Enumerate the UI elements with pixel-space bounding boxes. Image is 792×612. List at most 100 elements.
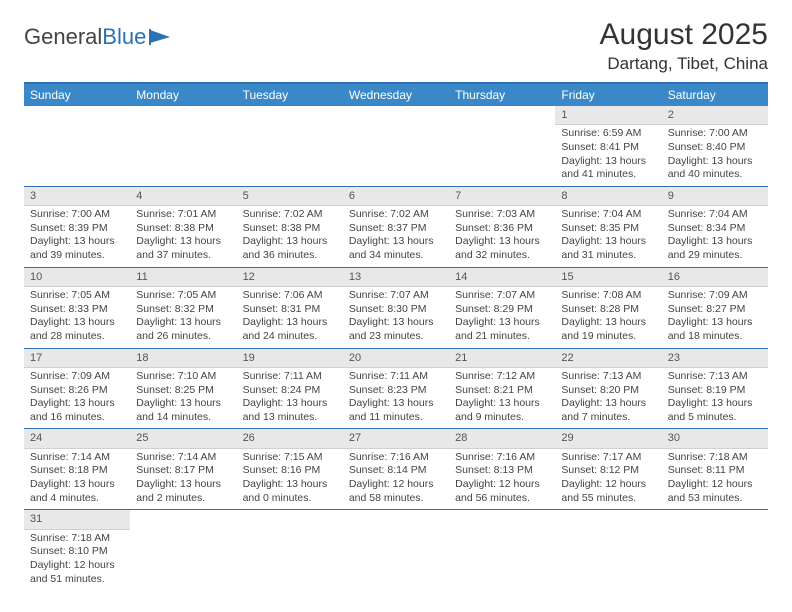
day-body: Sunrise: 7:00 AMSunset: 8:39 PMDaylight:… [24, 206, 130, 267]
day-cell: 19Sunrise: 7:11 AMSunset: 8:24 PMDayligh… [237, 349, 343, 429]
day-line-dl1: Daylight: 12 hours [561, 478, 655, 492]
day-line-ss: Sunset: 8:14 PM [349, 464, 443, 478]
day-cell-empty [662, 510, 768, 590]
day-line-dl1: Daylight: 13 hours [668, 397, 762, 411]
day-line-dl1: Daylight: 13 hours [561, 316, 655, 330]
day-number: 2 [662, 106, 768, 125]
day-cell-empty [130, 106, 236, 186]
day-line-dl2: and 2 minutes. [136, 492, 230, 506]
week-row: 24Sunrise: 7:14 AMSunset: 8:18 PMDayligh… [24, 429, 768, 510]
day-cell: 2Sunrise: 7:00 AMSunset: 8:40 PMDaylight… [662, 106, 768, 186]
day-cell: 12Sunrise: 7:06 AMSunset: 8:31 PMDayligh… [237, 268, 343, 348]
weekday-header: Thursday [449, 84, 555, 106]
day-line-sr: Sunrise: 7:14 AM [30, 451, 124, 465]
day-line-dl1: Daylight: 13 hours [349, 316, 443, 330]
day-cell: 20Sunrise: 7:11 AMSunset: 8:23 PMDayligh… [343, 349, 449, 429]
day-number: 28 [449, 429, 555, 448]
day-line-dl1: Daylight: 13 hours [243, 397, 337, 411]
day-number: 30 [662, 429, 768, 448]
day-line-ss: Sunset: 8:40 PM [668, 141, 762, 155]
week-row: 3Sunrise: 7:00 AMSunset: 8:39 PMDaylight… [24, 187, 768, 268]
day-number: 15 [555, 268, 661, 287]
day-cell: 10Sunrise: 7:05 AMSunset: 8:33 PMDayligh… [24, 268, 130, 348]
week-row: 1Sunrise: 6:59 AMSunset: 8:41 PMDaylight… [24, 106, 768, 187]
day-cell-empty [555, 510, 661, 590]
day-cell: 14Sunrise: 7:07 AMSunset: 8:29 PMDayligh… [449, 268, 555, 348]
day-line-ss: Sunset: 8:28 PM [561, 303, 655, 317]
day-line-dl1: Daylight: 13 hours [136, 316, 230, 330]
day-body: Sunrise: 7:11 AMSunset: 8:24 PMDaylight:… [237, 368, 343, 429]
day-line-ss: Sunset: 8:17 PM [136, 464, 230, 478]
day-line-sr: Sunrise: 7:18 AM [668, 451, 762, 465]
day-line-dl2: and 4 minutes. [30, 492, 124, 506]
day-cell: 1Sunrise: 6:59 AMSunset: 8:41 PMDaylight… [555, 106, 661, 186]
day-body: Sunrise: 7:04 AMSunset: 8:35 PMDaylight:… [555, 206, 661, 267]
day-line-sr: Sunrise: 7:15 AM [243, 451, 337, 465]
day-body: Sunrise: 7:08 AMSunset: 8:28 PMDaylight:… [555, 287, 661, 348]
day-line-ss: Sunset: 8:31 PM [243, 303, 337, 317]
day-line-sr: Sunrise: 7:16 AM [455, 451, 549, 465]
day-number: 19 [237, 349, 343, 368]
day-line-dl1: Daylight: 13 hours [561, 155, 655, 169]
day-number: 20 [343, 349, 449, 368]
day-line-sr: Sunrise: 7:00 AM [668, 127, 762, 141]
day-line-dl2: and 13 minutes. [243, 411, 337, 425]
day-cell: 21Sunrise: 7:12 AMSunset: 8:21 PMDayligh… [449, 349, 555, 429]
day-line-dl1: Daylight: 13 hours [243, 235, 337, 249]
day-line-dl2: and 41 minutes. [561, 168, 655, 182]
day-line-dl1: Daylight: 13 hours [455, 235, 549, 249]
weekday-header: Tuesday [237, 84, 343, 106]
day-line-dl2: and 51 minutes. [30, 573, 124, 587]
day-number: 13 [343, 268, 449, 287]
day-line-dl2: and 56 minutes. [455, 492, 549, 506]
day-number: 21 [449, 349, 555, 368]
day-body: Sunrise: 7:09 AMSunset: 8:26 PMDaylight:… [24, 368, 130, 429]
day-line-sr: Sunrise: 7:13 AM [668, 370, 762, 384]
calendar: SundayMondayTuesdayWednesdayThursdayFrid… [24, 82, 768, 590]
day-cell-empty [449, 106, 555, 186]
day-line-ss: Sunset: 8:27 PM [668, 303, 762, 317]
day-cell: 9Sunrise: 7:04 AMSunset: 8:34 PMDaylight… [662, 187, 768, 267]
day-line-dl2: and 24 minutes. [243, 330, 337, 344]
day-number: 31 [24, 510, 130, 529]
day-cell-empty [237, 510, 343, 590]
day-line-ss: Sunset: 8:30 PM [349, 303, 443, 317]
day-cell: 22Sunrise: 7:13 AMSunset: 8:20 PMDayligh… [555, 349, 661, 429]
day-line-dl2: and 0 minutes. [243, 492, 337, 506]
day-line-dl2: and 34 minutes. [349, 249, 443, 263]
day-number: 6 [343, 187, 449, 206]
day-line-sr: Sunrise: 7:09 AM [30, 370, 124, 384]
day-number: 29 [555, 429, 661, 448]
day-line-dl1: Daylight: 13 hours [561, 397, 655, 411]
day-body: Sunrise: 7:03 AMSunset: 8:36 PMDaylight:… [449, 206, 555, 267]
day-line-ss: Sunset: 8:16 PM [243, 464, 337, 478]
page-header: GeneralBlue August 2025 Dartang, Tibet, … [24, 18, 768, 74]
day-line-dl1: Daylight: 13 hours [30, 478, 124, 492]
day-line-dl2: and 39 minutes. [30, 249, 124, 263]
week-row: 10Sunrise: 7:05 AMSunset: 8:33 PMDayligh… [24, 268, 768, 349]
day-number: 5 [237, 187, 343, 206]
day-line-dl1: Daylight: 13 hours [30, 397, 124, 411]
day-line-ss: Sunset: 8:11 PM [668, 464, 762, 478]
day-body: Sunrise: 7:11 AMSunset: 8:23 PMDaylight:… [343, 368, 449, 429]
day-number: 14 [449, 268, 555, 287]
day-line-dl1: Daylight: 13 hours [136, 478, 230, 492]
day-line-dl1: Daylight: 12 hours [668, 478, 762, 492]
day-line-ss: Sunset: 8:35 PM [561, 222, 655, 236]
day-line-sr: Sunrise: 7:09 AM [668, 289, 762, 303]
day-body: Sunrise: 7:13 AMSunset: 8:20 PMDaylight:… [555, 368, 661, 429]
day-line-sr: Sunrise: 7:01 AM [136, 208, 230, 222]
day-cell: 13Sunrise: 7:07 AMSunset: 8:30 PMDayligh… [343, 268, 449, 348]
day-body: Sunrise: 7:18 AMSunset: 8:10 PMDaylight:… [24, 530, 130, 591]
day-line-sr: Sunrise: 7:10 AM [136, 370, 230, 384]
day-line-dl2: and 31 minutes. [561, 249, 655, 263]
day-number: 22 [555, 349, 661, 368]
day-number: 1 [555, 106, 661, 125]
day-line-sr: Sunrise: 7:13 AM [561, 370, 655, 384]
day-cell: 27Sunrise: 7:16 AMSunset: 8:14 PMDayligh… [343, 429, 449, 509]
weeks-container: 1Sunrise: 6:59 AMSunset: 8:41 PMDaylight… [24, 106, 768, 590]
day-cell-empty [237, 106, 343, 186]
day-cell: 26Sunrise: 7:15 AMSunset: 8:16 PMDayligh… [237, 429, 343, 509]
day-number: 8 [555, 187, 661, 206]
day-body: Sunrise: 7:02 AMSunset: 8:37 PMDaylight:… [343, 206, 449, 267]
